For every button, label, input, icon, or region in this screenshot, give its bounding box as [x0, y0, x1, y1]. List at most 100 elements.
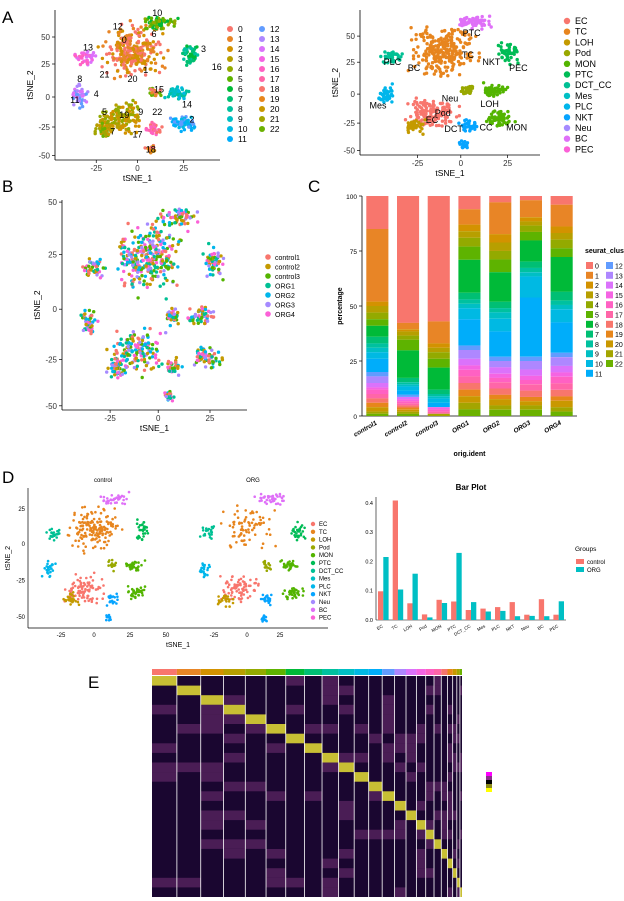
panel-a-left-point [100, 56, 105, 61]
panel-a-right-legend-key [563, 39, 571, 46]
panel-a-left-point [136, 115, 140, 119]
panel-e-heatmap-block [434, 676, 442, 686]
panel-a-left-point [112, 56, 116, 61]
panel-a-left-point [142, 33, 146, 38]
panel-b-point [220, 358, 225, 362]
panel-e-heatmap-block [322, 752, 339, 763]
panel-d-org-point [286, 562, 289, 566]
panel-b-point [175, 283, 179, 287]
panel-d-control-point [48, 565, 52, 568]
panel-e-heatmap-block [434, 839, 442, 849]
panel-e-heatmap-background [152, 676, 462, 897]
panel-a-right-point [481, 22, 486, 26]
panel-a-left-point [144, 128, 148, 132]
panel-b-point [210, 266, 214, 270]
panel-c-legend-key [586, 369, 593, 377]
panel-a-right-legend-label: DCT_CC [575, 80, 612, 90]
panel-b-point [133, 257, 138, 261]
panel-d-bar-x-tick-label: DCT_CC [453, 623, 472, 637]
panel-c-bar-segment [366, 383, 389, 388]
panel-a-left-point [123, 123, 127, 128]
panel-d-control-point [46, 559, 50, 563]
panel-a-right-point [442, 42, 446, 47]
panel-a-left-point [125, 68, 129, 72]
panel-e-heatmap-block [459, 762, 462, 773]
panel-a-right-point [415, 113, 419, 117]
panel-d-org-point [233, 534, 236, 538]
panel-b-point [179, 222, 184, 226]
panel-b-point [166, 359, 171, 364]
panel-d-control-point [111, 517, 114, 521]
panel-d-legend-key [310, 599, 316, 605]
panel-a-right-point [450, 32, 454, 36]
panel-d-org-point [300, 524, 304, 527]
panel-a-left-point [189, 47, 194, 51]
panel-a-right-point [419, 122, 423, 127]
panel-a-right-point [436, 116, 441, 121]
panel-e-heatmap-block [441, 829, 448, 840]
panel-e-scale-legend-key [486, 788, 492, 792]
panel-b-point [144, 363, 149, 368]
panel-a-right-point [428, 104, 432, 108]
panel-d-legend-label: PEC [319, 616, 332, 622]
panel-d-bar-control [509, 602, 515, 620]
panel-d-control-point [139, 528, 143, 532]
panel-a-left-point [134, 62, 139, 66]
panel-b-point [172, 262, 176, 266]
panel-d-control-point [83, 521, 87, 524]
panel-c-bar-segment [489, 388, 512, 395]
panel-e-heatmap-block [200, 820, 224, 830]
panel-b-point [154, 251, 158, 255]
panel-c-bar-segment [519, 225, 542, 232]
panel-a-left-legend-key [227, 76, 233, 82]
panel-a-right-point [487, 19, 491, 23]
panel-d-control-point [94, 545, 97, 548]
panel-d-org-point [247, 522, 251, 525]
panel-a-left-point [101, 110, 105, 114]
panel-d-control-point [49, 570, 52, 574]
panel-a-right-point [415, 102, 419, 107]
panel-c-bar-segment [489, 382, 512, 389]
panel-d-org-point [290, 532, 293, 535]
panel-a-left-legend-key [259, 86, 265, 92]
panel-b-point [211, 273, 215, 277]
panel-a-right-legend-key [563, 124, 571, 132]
panel-b-point [145, 333, 150, 337]
panel-d-control-point [96, 540, 99, 544]
panel-c-bar-segment [458, 209, 481, 225]
panel-d-org-point [242, 575, 245, 578]
panel-c-legend-label: 5 [595, 313, 599, 320]
panel-a-left-point [116, 41, 120, 45]
panel-a-left-point [109, 117, 114, 122]
panel-a-left-point [123, 131, 128, 135]
panel-e-heatmap-block [447, 791, 453, 801]
panel-d-control-point [50, 535, 53, 538]
panel-d-x-tick-label: 50 [163, 633, 170, 639]
panel-a-left-point [163, 66, 167, 70]
panel-a-left-point [113, 62, 118, 67]
panel-d-control-point [123, 502, 127, 506]
panel-d-org-point [253, 533, 257, 536]
panel-a-right-point [436, 65, 440, 70]
panel-d-control-point [135, 569, 138, 572]
panel-a-left-cluster-label: 2 [189, 115, 194, 125]
panel-a-right-point [498, 123, 502, 128]
panel-a-left-point [175, 120, 180, 124]
panel-a-left-point [139, 69, 144, 73]
panel-b-point [132, 277, 136, 282]
panel-e-cluster-bar [338, 669, 355, 675]
panel-b-point [200, 315, 204, 320]
panel-a-right-point [506, 109, 510, 114]
panel-b-point [136, 235, 141, 240]
panel-d-org-point [265, 502, 269, 506]
panel-b-point [95, 268, 100, 272]
panel-d-org-point [233, 583, 236, 586]
panel-b-point [124, 365, 128, 370]
panel-d-org-point [265, 566, 268, 569]
panel-e-heatmap-block [266, 724, 286, 734]
panel-a-right-point [500, 118, 505, 122]
panel-b-x-label: tSNE_1 [140, 423, 170, 433]
panel-a-left-point [127, 36, 131, 40]
panel-b-point [161, 246, 165, 250]
panel-a-left-point [187, 125, 191, 129]
